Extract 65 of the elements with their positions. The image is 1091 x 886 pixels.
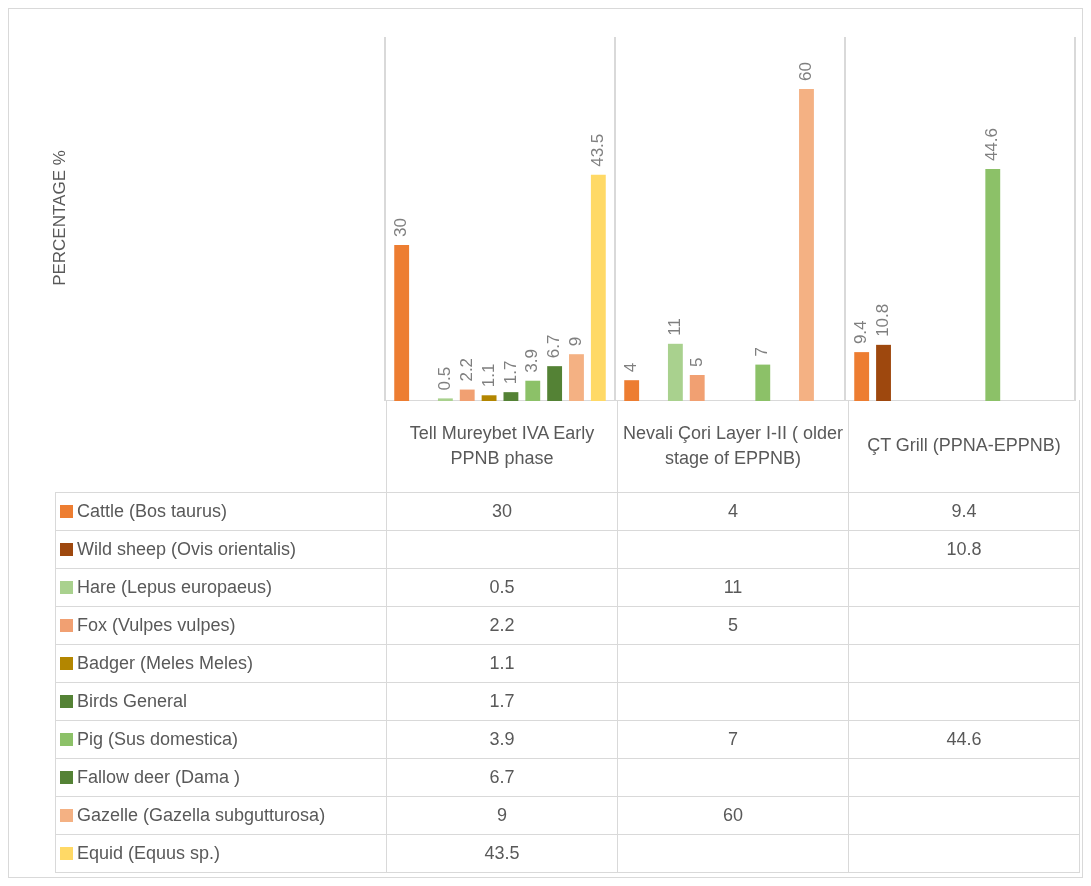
data-label: 43.5 — [588, 133, 608, 167]
bar — [459, 389, 475, 401]
data-label: 4 — [617, 492, 849, 531]
bar — [854, 352, 870, 401]
annotation: 3.9 — [522, 349, 542, 373]
bar — [503, 392, 519, 401]
legend-label: Pig (Sus domestica) — [55, 720, 387, 759]
text: 1.7 — [386, 682, 618, 721]
text: 10.8 — [848, 530, 1080, 569]
annotation: 5 — [686, 357, 706, 367]
annotation: 2.2 — [456, 357, 476, 382]
legend-label: Badger (Meles Meles) — [55, 644, 387, 683]
bar — [481, 395, 497, 401]
x-tick-label: ÇT Grill (PPNA-EPPNB) — [848, 400, 1080, 493]
bar — [569, 354, 584, 401]
bar — [985, 169, 1001, 401]
annotation: 0.5 — [435, 366, 455, 391]
bar — [437, 398, 453, 401]
legend-label: Equid (Equus sp.) — [55, 834, 387, 873]
data-label: 2.2 — [386, 606, 618, 645]
data-label: 11 — [617, 568, 849, 607]
legend-label: Gazelle (Gazella subgutturosa) — [55, 796, 387, 835]
x-tick-label: Tell Mureybet IVA Early PPNB phase — [386, 400, 618, 493]
data-label: 60 — [617, 796, 849, 835]
bar — [394, 245, 410, 401]
data-label: 6.7 — [544, 334, 564, 359]
bar — [667, 343, 683, 401]
legend-label: Wild sheep (Ovis orientalis) — [55, 530, 387, 569]
bar — [689, 375, 705, 401]
text: 1.1 — [386, 644, 618, 683]
text: 6.7 — [386, 758, 618, 797]
data-label: 3.9 — [386, 720, 618, 759]
data-label: 9 — [386, 796, 618, 835]
data-label: 9.4 — [848, 492, 1080, 531]
bar — [590, 174, 606, 401]
bar — [799, 89, 814, 401]
annotation: 9 — [566, 336, 586, 347]
bar — [525, 380, 541, 401]
x-tick-label: Nevali Çori Layer I-II ( older stage of EPPNB) — [617, 400, 849, 493]
data-label: 10.8 — [873, 303, 893, 337]
legend-label: Birds General — [55, 682, 387, 721]
bar — [755, 364, 771, 401]
data-label: 1.1 — [478, 363, 498, 388]
legend-label: Fallow deer (Dama ) — [55, 758, 387, 797]
annotation: 11 — [665, 318, 685, 336]
data-label: 0.5 — [386, 568, 618, 607]
data-label: 44.6 — [848, 720, 1080, 759]
bar — [624, 380, 640, 401]
data-label: 5 — [617, 606, 849, 645]
text: 60 — [796, 62, 816, 81]
bar — [876, 344, 891, 401]
legend-label: Fox (Vulpes vulpes) — [55, 606, 387, 645]
annotation: 9.4 — [851, 320, 871, 345]
text: 43.5 — [386, 834, 618, 873]
text: PERCENTAGE % — [50, 150, 70, 286]
data-label: 7 — [617, 720, 849, 759]
data-label: 30 — [386, 492, 618, 531]
data-label: 1.7 — [500, 360, 520, 385]
annotation: 4 — [621, 362, 641, 373]
bar — [547, 366, 563, 401]
legend-label: Cattle (Bos taurus) — [55, 492, 387, 531]
legend-label: Hare (Lepus europaeus) — [55, 568, 387, 607]
annotation: 7 — [752, 347, 772, 357]
annotation: 30 — [391, 218, 411, 237]
annotation: 44.6 — [982, 127, 1002, 162]
